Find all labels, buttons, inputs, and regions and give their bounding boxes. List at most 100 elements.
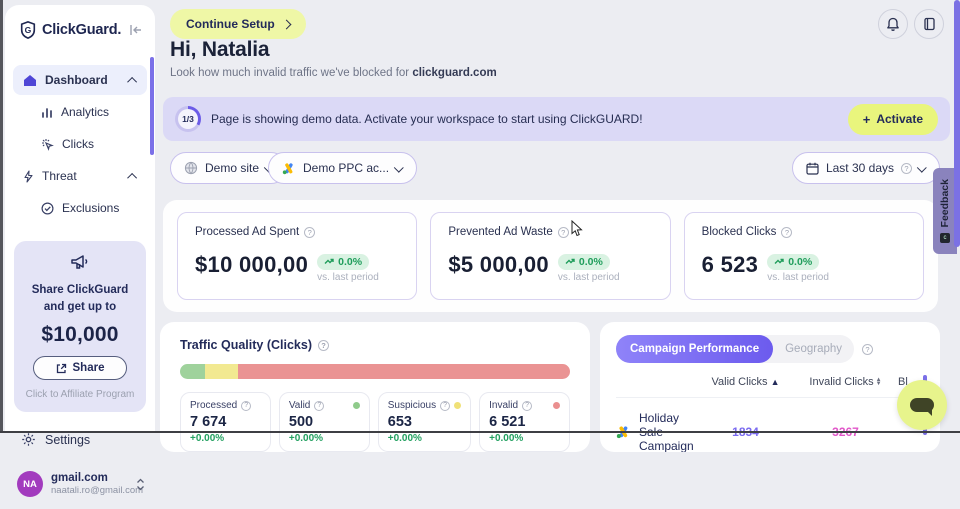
calendar-icon bbox=[806, 162, 819, 175]
campaign-performance-card: Campaign Performance Geography ? Valid C… bbox=[600, 322, 940, 452]
sidebar-scrollbar[interactable] bbox=[150, 57, 154, 155]
globe-icon bbox=[184, 161, 198, 175]
site-filter-value: Demo site bbox=[205, 161, 260, 175]
activate-button[interactable]: + Activate bbox=[847, 103, 938, 135]
trend-badge: 0.0% bbox=[317, 253, 370, 270]
info-icon[interactable]: ? bbox=[440, 400, 451, 411]
traffic-quality-stacked-bar bbox=[180, 364, 570, 379]
account-switcher[interactable]: NA gmail.com naatali.ro@gmail.com bbox=[5, 461, 155, 509]
feedback-label: Feedback bbox=[939, 179, 951, 228]
settings-label: Settings bbox=[45, 432, 91, 447]
info-icon[interactable]: ? bbox=[557, 226, 569, 238]
plus-icon: + bbox=[862, 111, 871, 127]
sidebar-item-dashboard[interactable]: Dashboard bbox=[13, 65, 147, 95]
avatar: NA bbox=[17, 471, 43, 498]
notifications-button[interactable] bbox=[878, 9, 908, 39]
chevron-up-icon bbox=[127, 76, 138, 87]
sidebar-item-exclusions[interactable]: Exclusions bbox=[13, 193, 147, 223]
nav-label: Threat bbox=[42, 169, 77, 183]
sidebar-item-clicks[interactable]: Clicks bbox=[13, 129, 147, 159]
bar-segment-invalid bbox=[238, 364, 570, 379]
sidebar: G ClickGuard. Dashboard Analytics Clicks bbox=[5, 5, 155, 498]
check-circle-icon bbox=[41, 201, 54, 215]
sidebar-item-threat[interactable]: Threat bbox=[13, 161, 147, 191]
info-icon[interactable]: ? bbox=[522, 400, 533, 411]
tab-geography[interactable]: Geography bbox=[785, 343, 843, 355]
stat-change: +0.00% bbox=[489, 433, 524, 444]
nav-label: Dashboard bbox=[45, 73, 108, 87]
info-icon[interactable]: ? bbox=[241, 400, 252, 411]
nav-label: Clicks bbox=[62, 137, 94, 151]
kpi-value: $5 000,00 bbox=[448, 252, 549, 277]
stat-value: 7 674 bbox=[190, 414, 227, 430]
info-icon[interactable]: ? bbox=[781, 226, 793, 238]
sidebar-nav: Dashboard Analytics Clicks Threat bbox=[5, 63, 155, 225]
traffic-stat-processed: Processed? 7 674 +0.00% bbox=[180, 392, 271, 452]
kpi-summary: Processed Ad Spent? $10 000,00 0.0% vs. … bbox=[163, 200, 938, 312]
clickguard-shield-icon: G bbox=[19, 21, 37, 39]
chevron-down-icon bbox=[393, 162, 404, 173]
status-dot-invalid bbox=[552, 402, 560, 409]
home-icon bbox=[23, 74, 37, 87]
date-range-value: Last 30 days bbox=[825, 161, 894, 175]
stat-label: Suspicious bbox=[387, 400, 437, 411]
continue-setup-button[interactable]: Continue Setup bbox=[170, 9, 306, 39]
kpi-label: Prevented Ad Waste bbox=[448, 226, 553, 238]
docs-button[interactable] bbox=[914, 9, 944, 39]
bar-chart-icon bbox=[41, 106, 53, 118]
site-filter-dropdown[interactable]: Demo site bbox=[170, 152, 288, 184]
promo-caption[interactable]: Click to Affiliate Program bbox=[25, 389, 135, 401]
column-valid-clicks[interactable]: Valid Clicks ▲ bbox=[711, 376, 780, 388]
info-icon[interactable]: ? bbox=[862, 343, 874, 355]
column-invalid-clicks[interactable]: Invalid Clicks ▲ ▼ bbox=[809, 376, 882, 388]
click-cursor-icon bbox=[41, 138, 54, 151]
traffic-quality-title: Traffic Quality (Clicks) bbox=[180, 338, 312, 352]
screen-edge-bottom bbox=[0, 431, 960, 433]
info-icon[interactable]: ? bbox=[317, 339, 329, 351]
tab-campaign-performance[interactable]: Campaign Performance bbox=[616, 335, 774, 363]
gear-icon bbox=[21, 432, 36, 447]
chevron-down-icon bbox=[916, 162, 927, 173]
trend-badge: 0.0% bbox=[557, 253, 610, 270]
account-info: gmail.com naatali.ro@gmail.com bbox=[51, 472, 144, 497]
kpi-change: 0.0% bbox=[338, 255, 363, 268]
chevron-right-icon bbox=[281, 19, 292, 29]
traffic-stat-suspicious: Suspicious? 653 +0.00% bbox=[377, 392, 472, 452]
info-icon: ? bbox=[901, 162, 912, 174]
sidebar-collapse-icon[interactable] bbox=[129, 24, 143, 36]
stat-value: 6 521 bbox=[489, 414, 526, 430]
setup-progress-badge: 1/3 bbox=[175, 106, 201, 132]
info-icon[interactable]: ? bbox=[314, 400, 325, 411]
page-scrollbar[interactable] bbox=[954, 0, 960, 247]
stat-value: 500 bbox=[288, 414, 314, 430]
trend-up-icon bbox=[774, 258, 784, 264]
tab-group: Campaign Performance Geography bbox=[616, 335, 855, 363]
table-header: Valid Clicks ▲ Invalid Clicks ▲ ▼ Bl bbox=[616, 376, 924, 388]
svg-text:G: G bbox=[25, 25, 32, 35]
traffic-stat-valid: Valid? 500 +0.00% bbox=[278, 392, 370, 452]
bar-segment-valid bbox=[180, 364, 206, 379]
column-blocked[interactable]: Bl bbox=[898, 376, 908, 388]
megaphone-icon bbox=[69, 253, 91, 271]
share-label: Share bbox=[72, 362, 105, 375]
feedback-tab[interactable]: Feedback c bbox=[933, 168, 957, 254]
nav-label: Analytics bbox=[61, 105, 110, 119]
chevron-updown-icon bbox=[136, 478, 145, 491]
ppc-account-dropdown[interactable]: Demo PPC ac... bbox=[268, 152, 418, 184]
status-dot-valid bbox=[352, 402, 360, 409]
share-button[interactable]: Share bbox=[32, 356, 128, 381]
feedback-widget-icon: c bbox=[940, 232, 950, 243]
info-icon[interactable]: ? bbox=[304, 226, 316, 238]
logo: G ClickGuard. bbox=[5, 5, 155, 49]
kpi-value: $10 000,00 bbox=[195, 252, 309, 277]
promo-amount: $10,000 bbox=[41, 323, 119, 347]
activate-label: Activate bbox=[876, 112, 923, 126]
account-email: naatali.ro@gmail.com bbox=[51, 485, 144, 497]
banner-message: Page is showing demo data. Activate your… bbox=[211, 112, 643, 126]
sidebar-item-settings[interactable]: Settings bbox=[5, 418, 155, 461]
sidebar-item-analytics[interactable]: Analytics bbox=[13, 97, 147, 127]
date-range-dropdown[interactable]: Last 30 days ? bbox=[791, 152, 940, 184]
chat-launcher-button[interactable] bbox=[897, 380, 947, 430]
stat-change: +0.00% bbox=[387, 433, 422, 444]
kpi-compare: vs. last period bbox=[317, 272, 379, 283]
